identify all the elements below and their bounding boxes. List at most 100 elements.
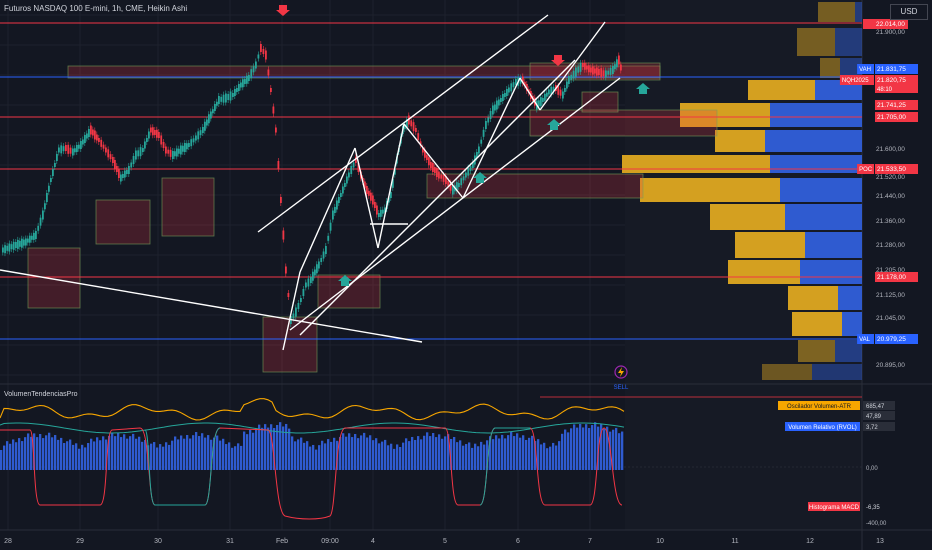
candle-body xyxy=(248,75,250,81)
rvol-bar xyxy=(405,438,408,470)
rvol-bar xyxy=(393,448,396,470)
rvol-bar xyxy=(141,441,144,470)
rvol-bar xyxy=(408,441,411,470)
top-price-label: 22.014,00 xyxy=(876,21,905,28)
rvol-bar xyxy=(201,433,204,470)
candle-body xyxy=(544,93,546,101)
rvol-bar xyxy=(81,444,84,470)
candle-body xyxy=(116,166,118,172)
candle-body xyxy=(250,69,253,79)
badge-value-nq: 21.820,75 xyxy=(877,77,906,84)
candle-body xyxy=(65,145,67,151)
candle-body xyxy=(72,148,74,156)
badge-value-l2: 21.705,00 xyxy=(877,114,906,121)
candle-body xyxy=(6,245,9,251)
profile-bar-up-11 xyxy=(788,286,838,310)
candle-body xyxy=(482,129,485,137)
candle-body xyxy=(588,65,590,73)
rvol-bar xyxy=(129,436,132,470)
indicator-value-3: -6,35 xyxy=(866,505,880,511)
candle-body xyxy=(167,149,170,154)
rvol-bar xyxy=(591,425,594,470)
time-axis[interactable]: 28 29 30 31 Feb 09:00 4 5 6 7 10 11 12 13 xyxy=(4,538,884,545)
rvol-bar xyxy=(579,423,582,470)
candle-body xyxy=(546,92,548,97)
candle-body xyxy=(146,138,148,142)
indicator-axis-tick-0: 0,00 xyxy=(866,466,878,472)
lightning-icon xyxy=(618,367,624,377)
candle-body xyxy=(478,146,480,154)
rvol-bar xyxy=(444,436,447,470)
rvol-bar xyxy=(342,433,345,470)
candle-body xyxy=(52,169,54,176)
zone-4 xyxy=(27,247,81,309)
rvol-bar xyxy=(561,433,564,470)
candle-body xyxy=(430,162,432,168)
price-axis[interactable]: 21.900,00 21.600,00 21.520,00 21.440,00 21.3… xyxy=(839,19,918,369)
candle-body xyxy=(280,197,282,203)
rvol-bar xyxy=(522,435,525,470)
rvol-bar xyxy=(12,439,15,470)
candle-body xyxy=(392,178,394,188)
candle-body xyxy=(442,174,445,182)
candle-body xyxy=(447,180,450,186)
profile-bar-down-4 xyxy=(770,103,862,127)
rvol-bar xyxy=(525,439,528,470)
time-label-13: 13 xyxy=(876,538,884,545)
candle-body xyxy=(122,174,124,178)
candle-body xyxy=(469,165,472,171)
badge-value-bg-poc xyxy=(875,164,918,174)
rvol-bar xyxy=(54,435,57,470)
rvol-bar xyxy=(63,443,66,470)
candle-body xyxy=(526,84,528,91)
rvol-bar xyxy=(186,435,189,470)
candle-body xyxy=(33,232,35,240)
rsi-line xyxy=(0,422,625,434)
candle-body xyxy=(485,121,487,129)
badge-tag-val: VAL xyxy=(859,337,871,343)
rvol-bar xyxy=(102,436,105,470)
rvol-bar xyxy=(321,440,324,470)
candle-body xyxy=(352,162,355,168)
rvol-bar xyxy=(285,423,288,470)
rvol-bar xyxy=(348,433,351,470)
candle-body xyxy=(612,66,614,74)
rvol-bar xyxy=(21,441,24,470)
candle-body xyxy=(540,97,542,107)
rvol-bar xyxy=(45,435,48,470)
candle-body xyxy=(287,293,290,297)
rvol-bar xyxy=(498,438,501,470)
rvol-bar xyxy=(297,439,300,470)
candle-body xyxy=(130,162,133,168)
rvol-bar xyxy=(504,438,507,470)
rvol-bar xyxy=(552,442,555,470)
candle-body xyxy=(260,44,262,52)
candle-body xyxy=(570,74,573,80)
rvol-bar xyxy=(30,436,33,470)
rvol-bar xyxy=(390,443,393,470)
candle-body xyxy=(550,86,553,95)
rvol-bar xyxy=(87,443,90,470)
candle-body xyxy=(8,243,11,252)
candle-body xyxy=(148,131,150,139)
candle-body xyxy=(60,145,63,154)
currency-button[interactable]: USD xyxy=(890,4,928,20)
rvol-bar xyxy=(570,428,573,470)
trendline-drawings xyxy=(0,14,621,351)
rvol-bar xyxy=(507,435,510,470)
candle-body xyxy=(180,145,182,155)
candle-body xyxy=(476,152,478,158)
macd-line-green-2 xyxy=(479,427,530,506)
time-label-12: 12 xyxy=(806,538,814,545)
candle-body xyxy=(348,172,350,178)
candle-body xyxy=(220,96,223,102)
candle-body xyxy=(620,64,622,71)
candle-body xyxy=(515,79,517,85)
profile-bar-down-5 xyxy=(765,130,862,152)
badge-tag-bg-vah xyxy=(857,64,874,74)
zone-3 xyxy=(426,173,644,199)
candle-body xyxy=(82,139,84,145)
indicator-value-box-0 xyxy=(863,401,895,410)
rvol-bar xyxy=(615,427,618,470)
